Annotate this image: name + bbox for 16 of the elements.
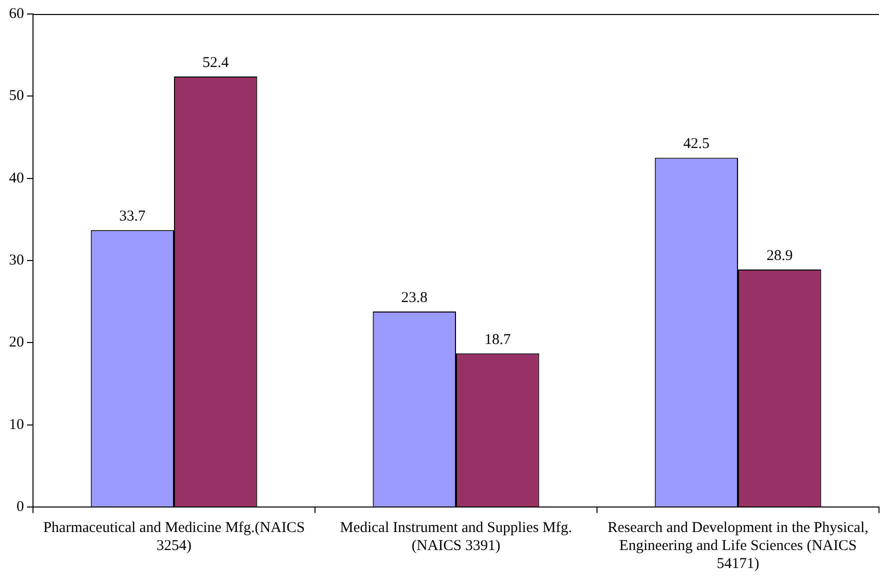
data-label: 52.4 [202, 54, 230, 71]
y-tick-label: 30 [9, 252, 24, 268]
y-tick-label: 40 [9, 170, 24, 186]
y-tick-label: 20 [9, 334, 24, 351]
x-tick-label: Research and Development in the Physical, Engineering and Life Sciences (NAICS 54171) [608, 520, 868, 572]
y-tick-label: 50 [9, 88, 24, 104]
y-tick-label: 0 [16, 498, 24, 515]
data-label: 28.9 [766, 248, 793, 264]
data-label: 33.7 [119, 208, 146, 225]
y-tick-label: 60 [9, 6, 24, 22]
x-tick-label: Pharmaceutical and Medicine Mfg.(NAICS 3254) [43, 520, 305, 554]
x-tick-label: Medical Instrument and Supplies Mfg. (NAICS 3391) [340, 520, 572, 554]
data-label: 18.7 [484, 332, 512, 348]
data-label: 23.8 [401, 290, 428, 306]
data-label: 42.5 [683, 136, 710, 152]
y-tick-label: 10 [9, 416, 24, 433]
